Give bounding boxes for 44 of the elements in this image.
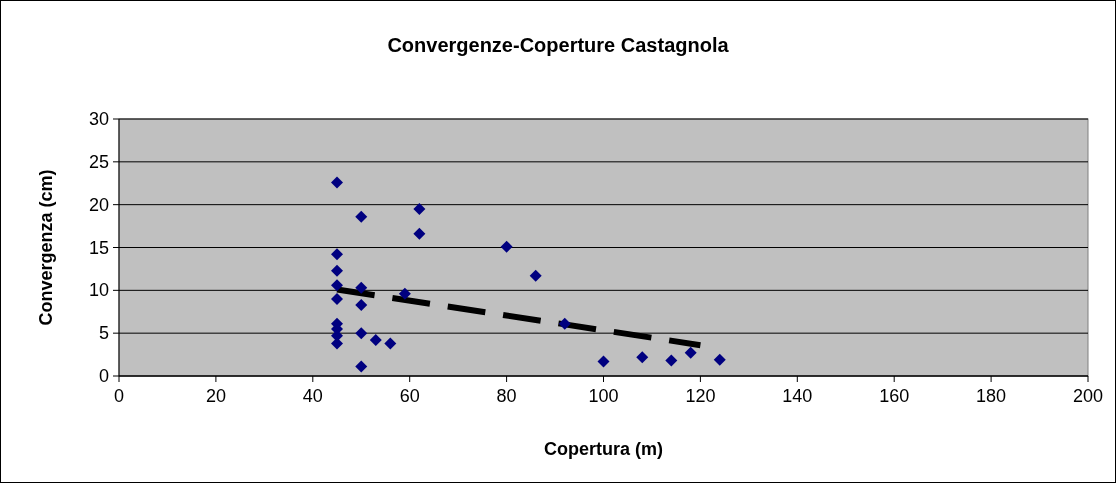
point: [597, 355, 610, 368]
y-tick-label: 10: [88, 280, 109, 301]
point: [684, 346, 697, 359]
point: [355, 327, 368, 340]
y-tick-label: 20: [88, 194, 109, 215]
y-tick-label: 5: [98, 323, 109, 344]
point: [413, 202, 426, 215]
x-tick-label: 180: [976, 386, 1007, 406]
x-tick-label: 120: [685, 386, 716, 406]
point: [369, 334, 382, 347]
x-tick-label: 20: [205, 386, 226, 406]
point: [355, 210, 368, 223]
y-tick-label: 0: [98, 366, 109, 386]
point: [665, 354, 678, 367]
x-tick-label: 0: [113, 386, 125, 406]
y-axis-title: Convergenza (cm): [36, 169, 56, 326]
x-tick-label: 40: [302, 386, 323, 406]
point: [558, 317, 571, 330]
x-tick-label: 200: [1072, 386, 1104, 406]
point: [331, 279, 344, 292]
point: [331, 264, 344, 277]
point: [384, 337, 397, 350]
x-tick-label: 140: [782, 386, 813, 406]
point: [636, 351, 649, 364]
point: [713, 353, 726, 366]
y-tick-label: 25: [88, 151, 109, 172]
point: [355, 298, 368, 311]
x-axis-title: Copertura (m): [543, 439, 664, 459]
point: [500, 240, 513, 253]
y-tick-label: 15: [88, 237, 109, 258]
point: [331, 176, 344, 189]
point: [529, 269, 542, 282]
chart-title: Convergenze-Coperture Castagnola: [387, 34, 730, 56]
point: [398, 287, 411, 300]
point: [355, 360, 368, 373]
point: [331, 292, 344, 305]
x-tick-label: 100: [588, 386, 619, 406]
y-tick-label: 30: [88, 109, 109, 129]
x-tick-label: 160: [879, 386, 910, 406]
x-tick-label: 60: [399, 386, 420, 406]
point: [331, 248, 344, 261]
point: [355, 281, 368, 294]
x-tick-label: 80: [496, 386, 517, 406]
point: [413, 227, 426, 240]
